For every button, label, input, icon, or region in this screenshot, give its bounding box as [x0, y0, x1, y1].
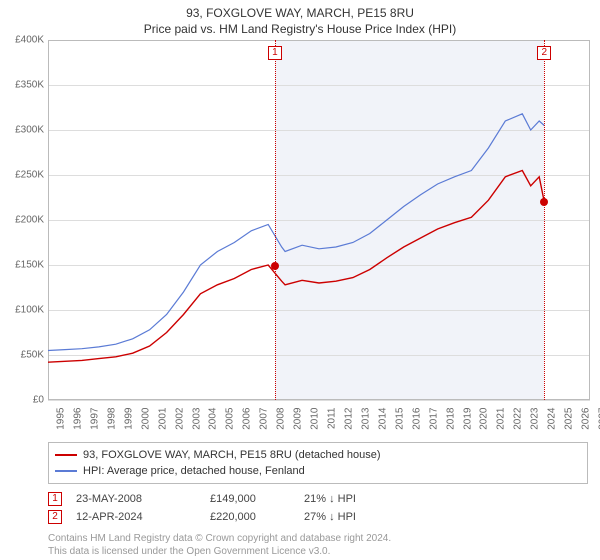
event-marker-dot [271, 262, 279, 270]
events-table: 1 23-MAY-2008 £149,000 21% ↓ HPI 2 12-APR-202… [48, 490, 588, 526]
series-property [48, 171, 544, 363]
event-marker-dot [540, 198, 548, 206]
event-price: £220,000 [210, 511, 290, 523]
y-axis-label: £400K [15, 35, 44, 46]
event-row: 1 23-MAY-2008 £149,000 21% ↓ HPI [48, 490, 588, 508]
x-axis-label: 2021 [492, 408, 507, 430]
event-row: 2 12-APR-2024 £220,000 27% ↓ HPI [48, 508, 588, 526]
x-axis-label: 2015 [390, 408, 405, 430]
legend-row: HPI: Average price, detached house, Fenl… [55, 463, 581, 479]
x-axis-label: 2022 [509, 408, 524, 430]
x-axis-label: 2001 [153, 408, 168, 430]
x-axis-label: 2009 [289, 408, 304, 430]
y-axis-label: £0 [33, 395, 44, 406]
chart-plot: £0£50K£100K£150K£200K£250K£300K£350K£400… [48, 40, 590, 400]
event-price: £149,000 [210, 493, 290, 505]
x-axis-label: 2003 [187, 408, 202, 430]
x-axis-label: 2024 [543, 408, 558, 430]
event-marker-line [544, 40, 545, 400]
x-axis-label: 2007 [255, 408, 270, 430]
footer-line-2: This data is licensed under the Open Gov… [48, 545, 588, 558]
x-axis-label: 2005 [221, 408, 236, 430]
x-axis-label: 1996 [69, 408, 84, 430]
chart-svg [48, 40, 590, 400]
chart-subtitle: Price paid vs. HM Land Registry's House … [0, 20, 600, 40]
event-marker-box: 1 [268, 46, 282, 60]
x-axis-label: 2004 [204, 408, 219, 430]
gridline-horizontal [48, 400, 590, 401]
x-axis-label: 2008 [272, 408, 287, 430]
x-axis-label: 2023 [526, 408, 541, 430]
x-axis-label: 2019 [458, 408, 473, 430]
event-date: 23-MAY-2008 [76, 493, 196, 505]
legend-label: 93, FOXGLOVE WAY, MARCH, PE15 8RU (detac… [83, 447, 381, 463]
x-axis-label: 2011 [322, 408, 337, 430]
x-axis-label: 2000 [136, 408, 151, 430]
x-axis-label: 1995 [52, 408, 67, 430]
legend-label: HPI: Average price, detached house, Fenl… [83, 463, 305, 479]
legend-row: 93, FOXGLOVE WAY, MARCH, PE15 8RU (detac… [55, 447, 581, 463]
x-axis-label: 2017 [424, 408, 439, 430]
y-axis-label: £300K [15, 125, 44, 136]
y-axis-label: £350K [15, 80, 44, 91]
y-axis-label: £50K [21, 350, 44, 361]
chart-title: 93, FOXGLOVE WAY, MARCH, PE15 8RU [0, 0, 600, 20]
series-hpi [48, 114, 544, 351]
chart-area: £0£50K£100K£150K£200K£250K£300K£350K£400… [48, 40, 590, 400]
x-axis-label: 2027 [594, 408, 600, 430]
y-axis-label: £150K [15, 260, 44, 271]
x-axis-label: 2002 [170, 408, 185, 430]
x-axis-label: 2014 [373, 408, 388, 430]
footer-attribution: Contains HM Land Registry data © Crown c… [48, 532, 588, 558]
legend-swatch [55, 454, 77, 456]
event-delta: 21% ↓ HPI [304, 493, 356, 505]
x-axis-label: 2012 [340, 408, 355, 430]
x-axis-label: 2026 [577, 408, 592, 430]
y-axis-label: £100K [15, 305, 44, 316]
event-id-box: 2 [48, 510, 62, 524]
event-marker-line [275, 40, 276, 400]
x-axis-label: 2016 [407, 408, 422, 430]
event-date: 12-APR-2024 [76, 511, 196, 523]
x-axis-label: 2006 [238, 408, 253, 430]
x-axis-label: 1999 [119, 408, 134, 430]
x-axis-label: 2020 [475, 408, 490, 430]
legend-swatch [55, 470, 77, 472]
y-axis-label: £200K [15, 215, 44, 226]
x-axis-label: 2010 [306, 408, 321, 430]
x-axis-label: 2013 [357, 408, 372, 430]
legend: 93, FOXGLOVE WAY, MARCH, PE15 8RU (detac… [48, 442, 588, 484]
footer-line-1: Contains HM Land Registry data © Crown c… [48, 532, 588, 545]
event-id-box: 1 [48, 492, 62, 506]
x-axis-label: 1997 [86, 408, 101, 430]
x-axis-label: 1998 [102, 408, 117, 430]
y-axis-label: £250K [15, 170, 44, 181]
x-axis-label: 2018 [441, 408, 456, 430]
event-marker-box: 2 [537, 46, 551, 60]
x-axis-label: 2025 [560, 408, 575, 430]
event-delta: 27% ↓ HPI [304, 511, 356, 523]
